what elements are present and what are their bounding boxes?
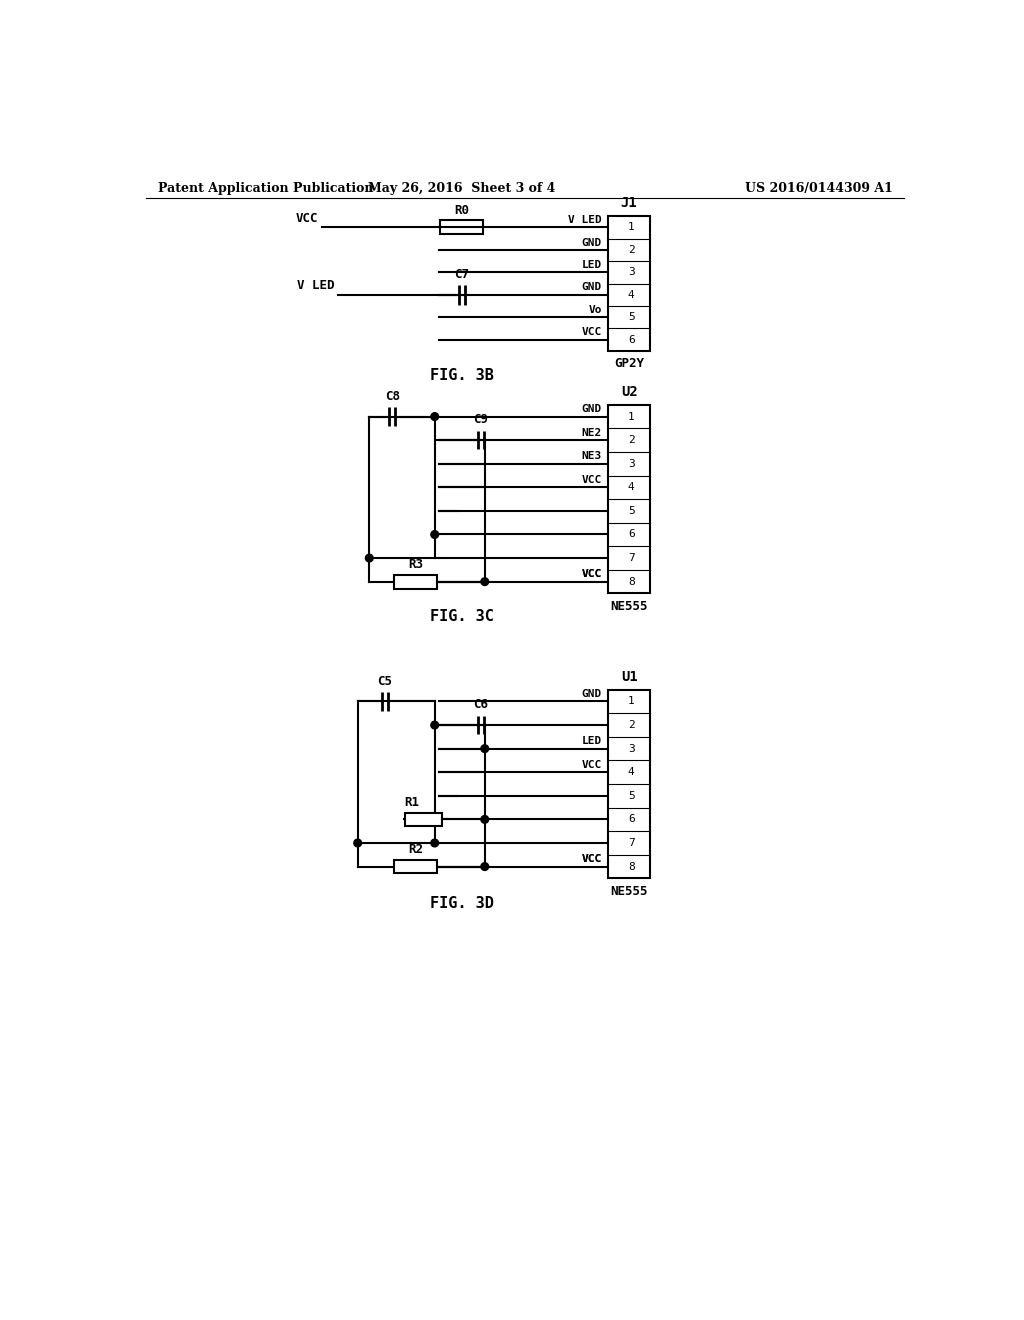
Text: 4: 4 (628, 482, 635, 492)
Text: 1: 1 (628, 222, 635, 232)
Text: C9: C9 (473, 413, 488, 426)
Text: 5: 5 (628, 313, 635, 322)
Circle shape (431, 721, 438, 729)
Circle shape (366, 554, 373, 562)
Text: U1: U1 (621, 669, 638, 684)
Circle shape (481, 578, 488, 586)
Text: 6: 6 (628, 814, 635, 825)
Text: U2: U2 (621, 384, 638, 399)
Circle shape (431, 840, 438, 847)
Text: VCC: VCC (582, 854, 602, 865)
Text: 2: 2 (628, 244, 635, 255)
Text: VCC: VCC (295, 213, 317, 226)
Text: GND: GND (582, 282, 602, 293)
Text: 2: 2 (628, 721, 635, 730)
Circle shape (481, 744, 488, 752)
Bar (440, 220, 483, 235)
Text: LED: LED (582, 737, 602, 746)
Text: V LED: V LED (297, 280, 335, 293)
Text: R1: R1 (404, 796, 419, 809)
Circle shape (354, 840, 361, 847)
Bar (404, 813, 441, 826)
Text: C5: C5 (377, 675, 392, 688)
Text: GND: GND (582, 238, 602, 248)
Text: NE555: NE555 (610, 599, 648, 612)
Text: 5: 5 (628, 791, 635, 801)
Bar (394, 859, 436, 874)
Text: GND: GND (582, 689, 602, 700)
Text: 8: 8 (628, 862, 635, 871)
Text: V LED: V LED (568, 215, 602, 226)
Text: 7: 7 (628, 838, 635, 847)
Bar (394, 574, 436, 589)
Bar (608, 689, 650, 878)
Circle shape (431, 531, 438, 539)
Text: US 2016/0144309 A1: US 2016/0144309 A1 (745, 182, 893, 194)
Text: C6: C6 (473, 698, 488, 711)
Text: 3: 3 (628, 459, 635, 469)
Text: 6: 6 (628, 335, 635, 345)
Text: VCC: VCC (582, 569, 602, 579)
Text: VCC: VCC (582, 760, 602, 770)
Text: 1: 1 (628, 412, 635, 421)
Text: R0: R0 (455, 203, 469, 216)
Text: VCC: VCC (582, 327, 602, 338)
Text: Vo: Vo (589, 305, 602, 315)
Text: C8: C8 (385, 389, 399, 403)
Text: 6: 6 (628, 529, 635, 540)
Text: 4: 4 (628, 290, 635, 300)
Text: VCC: VCC (582, 475, 602, 484)
Circle shape (481, 863, 488, 870)
Circle shape (481, 816, 488, 824)
Text: 2: 2 (628, 436, 635, 445)
Bar (608, 216, 650, 351)
Circle shape (431, 413, 438, 421)
Text: 7: 7 (628, 553, 635, 564)
Text: GP2Y: GP2Y (614, 358, 644, 370)
Text: 8: 8 (628, 577, 635, 586)
Text: C7: C7 (455, 268, 469, 281)
Text: NE3: NE3 (582, 451, 602, 462)
Text: 3: 3 (628, 267, 635, 277)
Text: FIG. 3D: FIG. 3D (430, 896, 494, 911)
Text: May 26, 2016  Sheet 3 of 4: May 26, 2016 Sheet 3 of 4 (368, 182, 555, 194)
Text: R3: R3 (408, 558, 423, 570)
Text: LED: LED (582, 260, 602, 271)
Text: GND: GND (582, 404, 602, 414)
Text: Patent Application Publication: Patent Application Publication (158, 182, 373, 194)
Text: FIG. 3C: FIG. 3C (430, 609, 494, 624)
Text: VCC: VCC (582, 569, 602, 579)
Text: 3: 3 (628, 743, 635, 754)
Text: 1: 1 (628, 697, 635, 706)
Text: FIG. 3B: FIG. 3B (430, 368, 494, 383)
Text: 5: 5 (628, 506, 635, 516)
Text: J1: J1 (621, 195, 638, 210)
Text: NE2: NE2 (582, 428, 602, 438)
Text: 4: 4 (628, 767, 635, 777)
Text: R2: R2 (408, 842, 423, 855)
Text: NE555: NE555 (610, 884, 648, 898)
Text: VCC: VCC (582, 854, 602, 865)
Bar (608, 405, 650, 594)
